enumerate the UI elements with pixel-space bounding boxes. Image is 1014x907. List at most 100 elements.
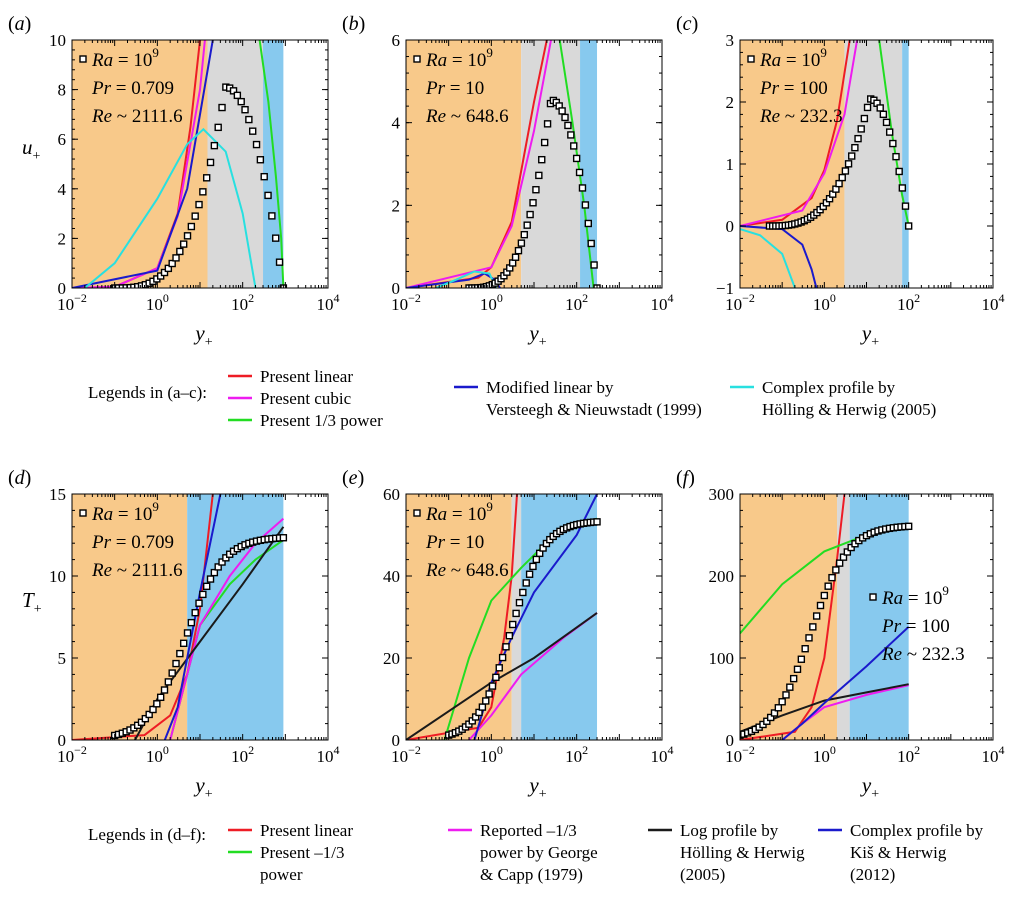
- dns-marker: [892, 152, 900, 161]
- dns-marker: [763, 717, 771, 725]
- dns-marker: [540, 138, 549, 147]
- dns-marker: [828, 573, 836, 582]
- dns-marker: [879, 110, 888, 119]
- annotation-line: Re ~ 648.6: [425, 560, 509, 581]
- dns-marker: [882, 118, 891, 127]
- series-line: [435, 270, 498, 288]
- dns-marker: [511, 253, 520, 261]
- legend-label: & Capp (1979): [480, 865, 583, 884]
- y-tick-label: 20: [383, 649, 400, 668]
- dns-marker: [895, 167, 903, 176]
- dns-marker: [786, 683, 794, 691]
- legend-label: Modified linear by: [486, 378, 614, 397]
- dns-marker: [241, 106, 249, 114]
- x-tick-label: 100: [146, 743, 169, 766]
- dns-marker: [824, 582, 832, 590]
- dns-marker: [279, 534, 288, 542]
- dns-marker: [195, 200, 203, 209]
- dns-marker: [797, 655, 806, 663]
- panel-label: (c): [676, 13, 698, 35]
- region-band: [902, 40, 909, 288]
- panel-label: (d): [8, 467, 31, 489]
- dns-marker: [538, 155, 546, 164]
- legend-label: Kiš & Herwig: [850, 843, 947, 862]
- dns-marker: [218, 103, 226, 112]
- annotation-line: Pr = 100: [881, 616, 950, 637]
- plot-area: [740, 40, 913, 288]
- dns-marker: [522, 579, 530, 587]
- x-tick-label: 104: [317, 743, 340, 766]
- region-band: [72, 494, 188, 740]
- y-tick-label: 6: [392, 31, 401, 50]
- dns-marker: [206, 158, 215, 167]
- dns-marker: [206, 575, 215, 583]
- y-tick-label: 4: [58, 180, 67, 199]
- x-tick-label: 102: [565, 291, 588, 314]
- annotation-line: Ra = 109: [759, 45, 827, 71]
- y-tick-label: 15: [49, 485, 66, 504]
- dns-marker: [202, 582, 211, 591]
- dns-marker: [485, 690, 493, 698]
- legend-label: Log profile by: [680, 821, 779, 840]
- x-tick-label: 104: [982, 291, 1005, 314]
- series-line: [878, 40, 910, 227]
- dns-marker: [809, 623, 817, 631]
- dns-marker: [789, 674, 798, 683]
- dns-marker: [774, 704, 783, 712]
- legend-label: Reported –1/3: [480, 821, 577, 840]
- legend-label: (2012): [850, 865, 895, 884]
- dns-marker: [570, 142, 578, 150]
- dns-marker: [160, 268, 169, 277]
- dns-marker: [482, 697, 490, 705]
- dns-marker: [515, 598, 524, 607]
- dns-marker: [233, 91, 242, 100]
- dns-marker: [202, 174, 211, 182]
- region-band: [580, 40, 598, 288]
- dns-marker: [848, 152, 856, 160]
- dns-marker: [898, 184, 907, 192]
- x-tick-label: 104: [651, 743, 674, 766]
- x-axis-label: y+: [860, 773, 879, 802]
- x-tick-label: 102: [231, 291, 254, 314]
- dns-marker: [844, 160, 853, 168]
- dns-marker: [179, 240, 188, 248]
- dns-marker: [218, 558, 226, 566]
- series-line: [406, 612, 598, 740]
- dns-marker: [520, 230, 528, 239]
- dns-marker: [172, 659, 180, 668]
- legend-label: Present 1/3 power: [260, 411, 383, 430]
- region-band: [844, 40, 903, 288]
- dns-marker: [561, 113, 569, 122]
- dns-marker: [210, 141, 219, 150]
- series-line: [406, 40, 552, 288]
- x-tick-label: 104: [651, 291, 674, 314]
- panel-label: (a): [8, 13, 31, 35]
- annotation-line: Ra = 109: [425, 45, 493, 71]
- y-tick-label: 10: [49, 567, 66, 586]
- dns-marker: [587, 239, 595, 248]
- dns-marker: [275, 258, 284, 266]
- series-line: [258, 40, 285, 288]
- series-line: [740, 494, 846, 740]
- dns-marker: [901, 202, 910, 210]
- legend-label: power by George: [480, 843, 598, 862]
- legend-prefix: Legends in (d–f):: [88, 825, 206, 844]
- dns-marker: [195, 599, 203, 607]
- y-tick-label: 300: [709, 485, 735, 504]
- dns-marker: [153, 700, 161, 708]
- plot-area: [406, 494, 601, 740]
- y-tick-label: 6: [58, 130, 67, 149]
- dns-marker: [543, 120, 552, 128]
- plot-area: [72, 494, 288, 740]
- dns-marker: [904, 222, 913, 230]
- dns-marker: [187, 222, 196, 231]
- dns-marker: [532, 555, 541, 564]
- dns-marker: [214, 563, 222, 571]
- series-line: [72, 494, 214, 740]
- x-axis-label: y+: [860, 321, 879, 350]
- dns-marker: [904, 522, 913, 531]
- dns-marker: [593, 518, 601, 526]
- dns-marker: [835, 559, 844, 567]
